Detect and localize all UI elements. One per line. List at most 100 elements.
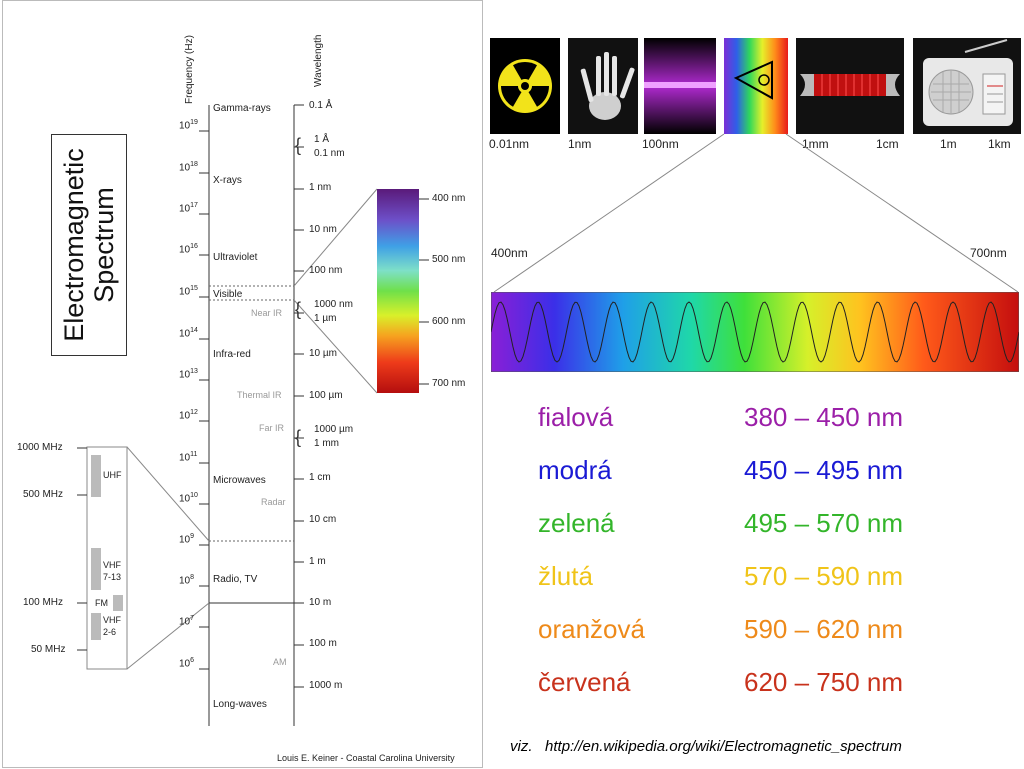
zoom-lines (493, 133, 1019, 293)
visible-spectrum-wave (491, 292, 1019, 372)
wavelength-label: 1 nm (309, 182, 332, 193)
wavelength-label: 10 µm (309, 348, 337, 359)
band-am: AM (273, 657, 287, 667)
visible-image (724, 38, 788, 134)
band-thermal-ir: Thermal IR (237, 390, 282, 400)
visible-scale-label: 600 nm (432, 316, 466, 327)
frequency-tick-label: 1011 (179, 451, 198, 464)
wavelength-label: 10 cm (309, 514, 337, 525)
color-range: 495 – 570 nm (744, 508, 904, 538)
band-radio: Radio, TV (213, 574, 258, 585)
visible-scale-label: 500 nm (432, 254, 466, 265)
footer-prefix: viz. (510, 738, 533, 755)
vhf-low-range: 2-6 (103, 627, 117, 637)
radio-scale-label: 50 MHz (31, 644, 66, 655)
radio-scale-label: 1000 MHz (17, 442, 63, 453)
band-longwaves: Long-waves (213, 699, 267, 710)
prism-icon (724, 38, 788, 134)
color-range: 450 – 495 nm (744, 455, 904, 485)
frequency-tick-label: 1016 (179, 243, 198, 256)
footer-url[interactable]: http://en.wikipedia.org/wiki/Electromagn… (545, 738, 902, 755)
spectrum-right-label: 700nm (970, 246, 1007, 260)
color-range: 590 – 620 nm (744, 614, 904, 644)
color-name: zelená (538, 508, 615, 538)
wavelength-label: 1000 µm (314, 424, 354, 435)
radio-icon (913, 38, 1021, 134)
spectrum-left-label: 400nm (491, 246, 528, 260)
gamma-image (490, 38, 560, 134)
color-name: modrá (538, 455, 612, 485)
footer-reference: viz. http://en.wikipedia.org/wiki/Electr… (510, 738, 902, 755)
svg-text:{: { (295, 135, 301, 155)
visible-scale-label: 700 nm (432, 378, 466, 389)
strip-label: 100nm (642, 137, 679, 151)
band-xrays: X-rays (213, 175, 242, 186)
frequency-tick-label: 1012 (179, 409, 198, 422)
band-near-ir: Near IR (251, 308, 283, 318)
svg-text:{: { (295, 299, 301, 319)
wavelength-label: 1 cm (309, 472, 331, 483)
band-gamma: Gamma-rays (213, 103, 271, 114)
color-range: 620 – 750 nm (744, 667, 904, 697)
frequency-tick-label: 1013 (179, 368, 198, 381)
spectrum-title-box: Electromagnetic Spectrum (51, 134, 127, 356)
color-name: červená (538, 667, 631, 697)
frequency-tick-label: 1010 (179, 492, 198, 505)
visible-scale-label: 400 nm (432, 193, 466, 204)
wavelength-label: 10 nm (309, 224, 337, 235)
frequency-tick-label: 1018 (179, 161, 198, 174)
wavelength-label: 1 µm (314, 313, 337, 324)
radio-scale-label: 100 MHz (23, 597, 64, 608)
wavelength-label: 10 m (309, 597, 332, 608)
spectrum-chart-panel: Electromagnetic Spectrum Frequency (Hz) … (2, 0, 483, 768)
vhf-high-label: VHF (103, 560, 121, 570)
color-name: fialová (538, 402, 614, 432)
band-far-ir: Far IR (259, 423, 285, 433)
vhf-low-label: VHF (103, 615, 121, 625)
wavelength-label: 0.1 Å (309, 100, 333, 111)
laser-icon (796, 38, 904, 134)
band-radar: Radar (261, 497, 286, 507)
fm-label: FM (95, 598, 108, 608)
color-name: žlutá (538, 561, 593, 591)
strip-label: 1km (988, 137, 1011, 151)
svg-text:{: { (295, 427, 301, 447)
wavelength-label: 1 mm (314, 438, 339, 449)
wavelength-label: 0.1 nm (314, 148, 345, 159)
strip-label: 1m (940, 137, 957, 151)
frequency-tick-label: 108 (179, 574, 195, 587)
color-range: 570 – 590 nm (744, 561, 904, 591)
credit-text: Louis E. Keiner - Coastal Carolina Unive… (277, 753, 455, 763)
band-visible: Visible (213, 289, 243, 300)
wavelength-label: 100 m (309, 638, 337, 649)
strip-label: 1mm (802, 137, 829, 151)
spectrum-axes-svg: { { { (77, 104, 429, 726)
infrared-image (796, 38, 904, 134)
frequency-tick-label: 1017 (179, 202, 198, 215)
strip-label: 0.01nm (489, 137, 530, 151)
xray-hand-icon (568, 38, 638, 134)
frequency-tick-label: 107 (179, 615, 195, 628)
frequency-tick-label: 109 (179, 533, 195, 546)
uhf-label: UHF (103, 470, 122, 480)
wavelength-label: 100 nm (309, 265, 343, 276)
radio-scale-label: 500 MHz (23, 489, 64, 500)
radiation-icon (498, 59, 552, 113)
vhf-high-range: 7-13 (103, 572, 122, 582)
xray-image (568, 38, 638, 134)
wavelength-label: 1 m (309, 556, 326, 567)
frequency-tick-label: 1019 (179, 119, 198, 132)
frequency-tick-label: 1014 (179, 327, 198, 340)
band-uv: Ultraviolet (213, 252, 258, 263)
band-infrared: Infra-red (213, 349, 251, 360)
uv-lamp-icon (644, 38, 716, 134)
strip-label: 1cm (876, 137, 899, 151)
wavelength-label: 100 µm (309, 390, 343, 401)
wavelength-label: 1000 m (309, 680, 343, 691)
uv-image (644, 38, 716, 134)
visible-spectrum-bar (377, 189, 419, 393)
frequency-tick-label: 1015 (179, 285, 198, 298)
frequency-tick-label: 106 (179, 657, 195, 670)
color-name: oranžová (538, 614, 645, 644)
radio-image (913, 38, 1021, 134)
